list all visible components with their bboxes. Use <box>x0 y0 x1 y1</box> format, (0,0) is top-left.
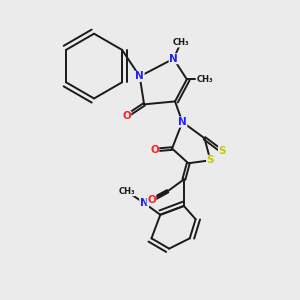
Text: N: N <box>135 71 144 81</box>
Text: O: O <box>150 145 159 155</box>
Text: S: S <box>218 146 226 157</box>
Text: O: O <box>122 111 131 121</box>
Text: CH₃: CH₃ <box>118 187 135 196</box>
Text: N: N <box>140 198 148 208</box>
Text: S: S <box>207 155 214 165</box>
Text: N: N <box>178 117 187 127</box>
Text: CH₃: CH₃ <box>196 75 213 84</box>
Text: O: O <box>147 195 156 205</box>
Text: CH₃: CH₃ <box>172 38 189 47</box>
Text: N: N <box>169 54 178 64</box>
